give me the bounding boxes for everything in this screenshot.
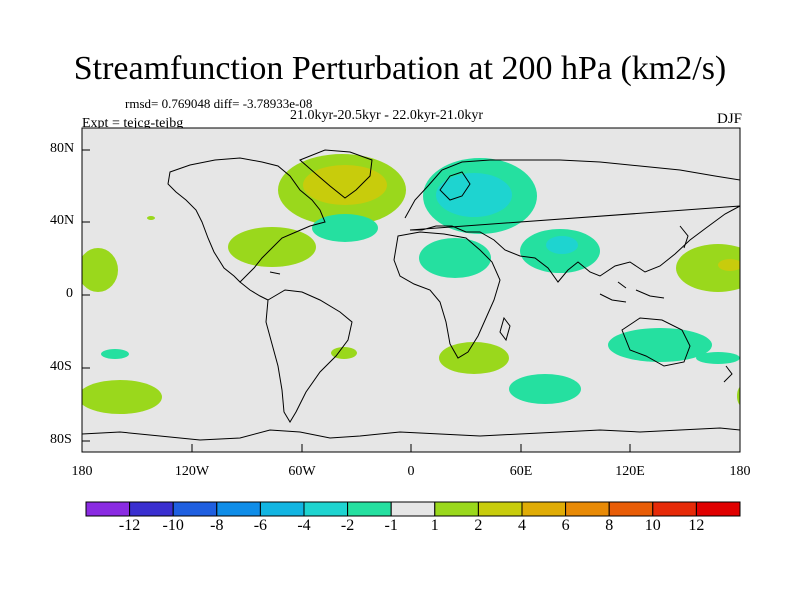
anomaly-east-pacific (82, 248, 118, 292)
colorbar-label: 4 (518, 517, 526, 534)
season-label: DJF (716, 111, 742, 127)
coast-north-america (167, 157, 326, 283)
lon-label-120w: 120W (174, 464, 210, 479)
colorbar-swatch (477, 501, 523, 517)
anomaly-south-pacific (82, 380, 162, 414)
anomaly-central-atlantic (312, 214, 378, 242)
colorbar-label: 10 (644, 517, 661, 534)
coast-antarctica (82, 427, 740, 441)
colorbar-label: -4 (297, 517, 311, 534)
coast-central-america (239, 281, 269, 301)
lat-label-40n: 40N (50, 213, 75, 228)
coast-south-america (265, 289, 353, 423)
anomaly-east-edge-south (737, 386, 740, 406)
coast-caribbean (269, 271, 281, 275)
map-title: Streamfunction Perturbation at 200 hPa (… (73, 50, 727, 87)
lat-label-80s: 80S (50, 432, 72, 447)
colorbar-swatch (608, 501, 654, 517)
anomaly-greenland-core (303, 165, 387, 205)
anomaly-australia (608, 328, 712, 362)
anomaly-west-pacific-core (718, 259, 740, 271)
colorbar-swatch (565, 501, 610, 517)
lat-label-80n: 80N (50, 141, 75, 156)
coast-madagascar (499, 316, 511, 342)
lon-label-180e: 180 (729, 464, 751, 479)
colorbar-label: -8 (210, 517, 224, 534)
lon-label-60e: 60E (509, 464, 533, 479)
colorbar-swatch (216, 501, 261, 517)
anomaly-fill-layer (82, 154, 740, 414)
colorbar-swatch (695, 501, 741, 517)
colorbar-swatch (303, 501, 349, 517)
colorbar-swatch (259, 501, 305, 517)
anomaly-eurasia-core (436, 173, 512, 217)
coast-scandinavia (439, 171, 471, 201)
lon-label-0: 0 (407, 464, 415, 479)
map-background (82, 128, 740, 452)
colorbar-label: -6 (253, 517, 268, 534)
coast-eurasia (404, 159, 740, 283)
coast-greenland (299, 149, 373, 199)
period-line: 21.0kyr-20.5kyr - 22.0kyr-21.0kyr (290, 108, 484, 123)
lat-ticks (81, 149, 741, 452)
colorbar-label: 6 (561, 517, 570, 534)
colorbar-label: -10 (162, 517, 184, 534)
colorbar-label: 12 (688, 517, 705, 534)
coast-new-zealand (723, 365, 733, 383)
coast-japan (679, 225, 689, 249)
colorbar-label: 8 (605, 517, 614, 534)
colorbar (85, 501, 741, 517)
colorbar-label: -12 (118, 517, 141, 534)
colorbar-label: 1 (430, 517, 439, 534)
colorbar-swatch (347, 501, 392, 517)
coast-australia (621, 317, 691, 367)
colorbar-swatch (434, 501, 479, 517)
anomaly-south-africa (439, 342, 509, 374)
coast-indonesia (599, 281, 665, 303)
lon-label-120e: 120E (615, 464, 645, 479)
colorbar-swatch (85, 501, 131, 517)
anomaly-india-core (546, 236, 578, 254)
coastlines (82, 149, 740, 441)
anomaly-middle-east (419, 238, 491, 278)
colorbar-label: 2 (474, 517, 483, 534)
colorbar-swatch (129, 501, 174, 517)
colorbar-swatch (390, 501, 436, 517)
lat-label-40s: 40S (50, 359, 72, 374)
anomaly-west-pacific (676, 244, 740, 292)
colorbar-swatch (172, 501, 218, 517)
lon-label-60w: 60W (288, 464, 316, 479)
anomaly-southeast-pacific (331, 347, 357, 359)
anomaly-south-indian (509, 374, 581, 404)
anomaly-subtropical-s-pacific (101, 349, 129, 359)
lat-label-0: 0 (66, 286, 73, 301)
lon-label-180w: 180 (71, 464, 93, 479)
stats-line: rmsd= 0.769048 diff= -3.78933e-08 (125, 96, 313, 111)
colorbar-swatch (652, 501, 697, 517)
experiment-line: Expt = tejcg-tejbg (82, 116, 184, 131)
anomaly-small-n-pacific (147, 216, 155, 220)
coast-africa (393, 231, 501, 359)
colorbar-label: -1 (384, 517, 398, 534)
anomaly-eastern-us (228, 227, 316, 267)
colorbar-label: -2 (340, 517, 355, 534)
colorbar-swatch (521, 501, 567, 517)
anomaly-australia-tail (696, 352, 740, 364)
